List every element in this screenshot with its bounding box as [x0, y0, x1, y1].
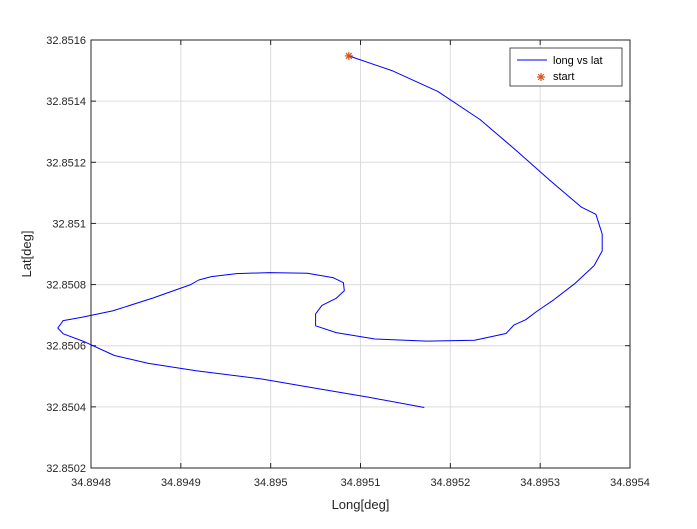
legend-box: [509, 47, 623, 87]
x-tick-label: 34.8953: [520, 477, 560, 489]
legend-entry-start: start: [553, 71, 574, 83]
x-tick-label: 34.8948: [71, 477, 111, 489]
y-tick-label: 32.8504: [46, 402, 86, 414]
plot-area: [57, 51, 603, 408]
legend-star-icon: [537, 73, 545, 81]
y-tick-label: 32.8502: [46, 463, 86, 475]
x-tick-label: 34.8954: [610, 477, 650, 489]
y-tick-label: 32.8508: [46, 280, 86, 292]
legend-star-marker: [537, 73, 545, 81]
y-tick-label: 32.851: [52, 218, 86, 230]
legend-entry-long-vs-lat: long vs lat: [553, 55, 603, 67]
x-tick-label: 34.895: [254, 477, 288, 489]
x-axis-label: Long[deg]: [332, 497, 390, 512]
legend: long vs lat start: [509, 47, 623, 87]
x-tick-label: 34.8952: [430, 477, 470, 489]
y-tick-label: 32.8514: [46, 96, 86, 108]
x-tick-label: 34.8949: [161, 477, 201, 489]
axis-ticks: 34.8948 34.8949 34.895 34.8951 34.8952 34.895…: [46, 35, 650, 489]
y-axis-label: Lat[deg]: [19, 231, 34, 278]
start-marker: [344, 51, 353, 60]
series-line-long-vs-lat: [57, 55, 603, 408]
y-tick-label: 32.8516: [46, 35, 86, 47]
y-tick-label: 32.8506: [46, 341, 86, 353]
y-tick-label: 32.8512: [46, 157, 86, 169]
x-tick-label: 34.8951: [341, 477, 381, 489]
